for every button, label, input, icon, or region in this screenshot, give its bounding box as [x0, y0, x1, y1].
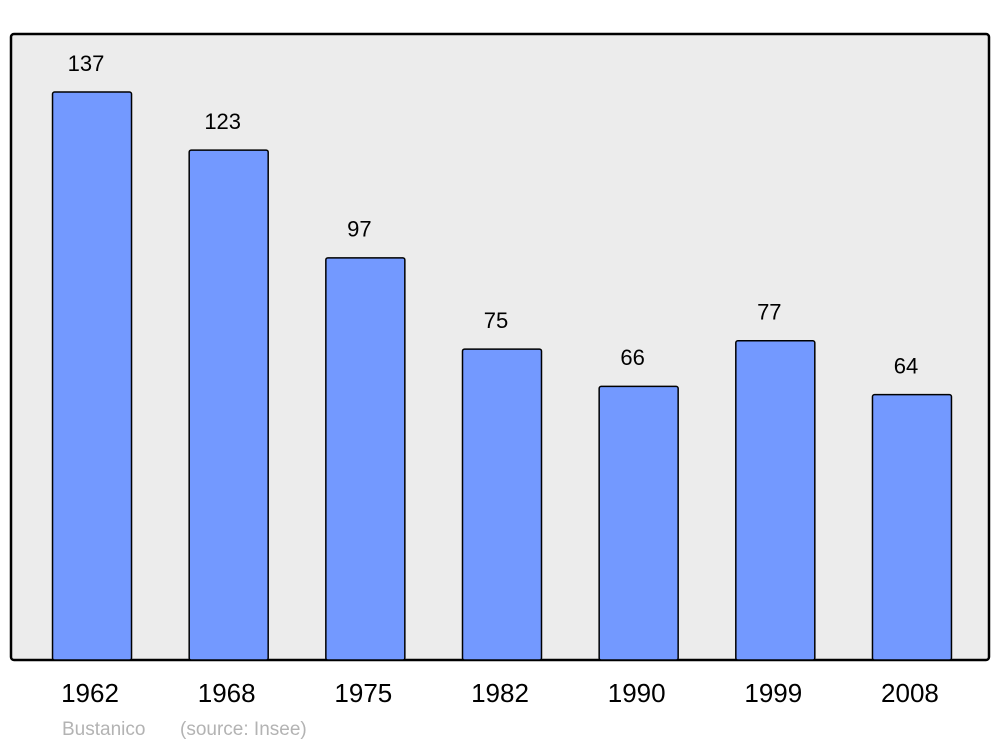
x-tick-label: 1999: [744, 678, 802, 708]
bar: [325, 257, 406, 661]
value-label: 64: [894, 353, 918, 378]
bar: [871, 393, 953, 661]
bar: [51, 91, 133, 661]
x-tick-label: 1962: [61, 678, 119, 708]
value-label: 137: [68, 51, 105, 76]
value-label: 123: [204, 109, 241, 134]
x-tick-label: 1982: [471, 678, 529, 708]
caption: Bustanico: [62, 719, 145, 740]
x-tick-label: 2008: [881, 678, 939, 708]
x-tick-label: 1975: [334, 678, 392, 708]
value-label: 66: [620, 345, 644, 370]
bar: [461, 348, 543, 661]
bar: [735, 340, 816, 661]
bar: [598, 385, 679, 661]
value-label: 75: [484, 308, 508, 333]
value-label: 97: [347, 217, 371, 242]
x-tick-label: 1968: [198, 678, 256, 708]
bar: [188, 149, 269, 661]
x-tick-label: 1990: [608, 678, 666, 708]
value-label: 77: [757, 300, 781, 325]
source: (source: Insee): [180, 719, 307, 740]
